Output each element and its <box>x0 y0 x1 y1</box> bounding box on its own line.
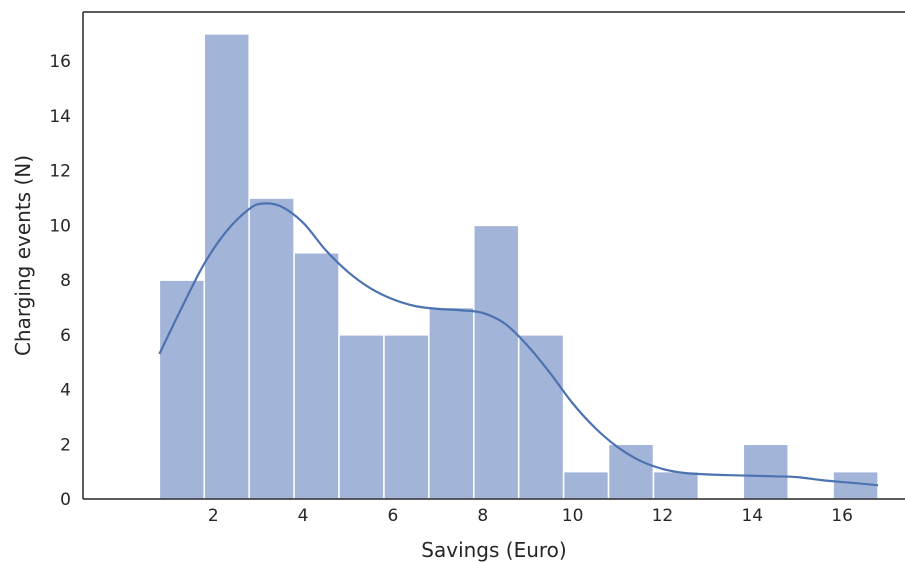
y-tick-label: 16 <box>49 52 71 72</box>
ticks-group: 2 4 6 8 10 12 14 16 0 2 4 6 8 10 12 14 16 <box>49 52 853 526</box>
y-tick-label: 6 <box>60 326 71 346</box>
x-tick-label: 16 <box>831 506 853 526</box>
x-tick-label: 2 <box>208 506 219 526</box>
y-tick-label: 2 <box>60 435 71 455</box>
y-axis-label: Charging events (N) <box>11 155 35 356</box>
histogram-bar <box>428 306 475 500</box>
histogram-bar <box>473 224 520 500</box>
histogram-bar <box>248 197 295 500</box>
histogram-bar <box>158 279 206 500</box>
histogram-bar <box>742 443 789 500</box>
y-tick-label: 10 <box>49 216 71 236</box>
kde-line <box>158 202 879 487</box>
y-tick-label: 14 <box>49 107 71 127</box>
histogram-bar <box>383 334 430 500</box>
x-axis-label: Savings (Euro) <box>421 538 566 562</box>
histogram-bar <box>517 334 565 500</box>
y-tick-label: 8 <box>60 271 71 291</box>
x-tick-label: 4 <box>298 506 309 526</box>
x-tick-label: 10 <box>562 506 584 526</box>
histogram-bar <box>203 33 250 500</box>
bars-group <box>158 33 879 500</box>
histogram-bar <box>652 470 700 500</box>
x-tick-label: 6 <box>388 506 399 526</box>
axes-group <box>82 11 905 500</box>
kde-group <box>158 202 879 487</box>
histogram-bar <box>293 252 340 500</box>
y-tick-label: 4 <box>60 381 71 401</box>
histogram-bar <box>562 470 610 500</box>
x-tick-label: 14 <box>741 506 763 526</box>
x-tick-label: 12 <box>652 506 674 526</box>
histogram-bar <box>338 334 385 500</box>
x-tick-label: 8 <box>477 506 488 526</box>
y-tick-label: 12 <box>49 162 71 182</box>
y-tick-label: 0 <box>60 490 71 510</box>
histogram-bar <box>607 443 655 500</box>
